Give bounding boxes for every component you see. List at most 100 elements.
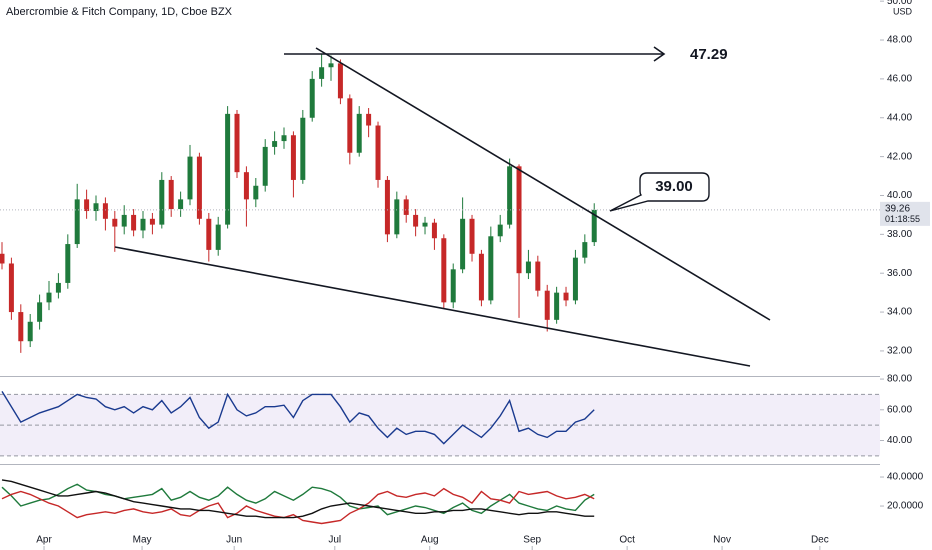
candle-body [375,125,381,180]
candle-body [121,214,127,227]
candle-body [328,63,334,68]
annotation-label: 47.29 [690,46,728,63]
y-tick-label: 40.00 [887,190,912,201]
arrow-head [653,46,666,62]
candle-body [84,199,90,212]
candle-body [384,179,390,235]
trend-line [315,47,771,321]
callout [609,172,710,212]
x-tick-label: Oct [619,535,635,546]
candle-body [535,261,541,291]
candle-body [337,63,343,99]
dmi-line [1,479,595,519]
candle-body [300,117,306,180]
currency-label: USD [893,6,913,16]
annotation-label: 39.00 [655,178,693,195]
candle-body [319,67,325,79]
y-tick-label: 34.00 [887,307,912,318]
candle-body [168,179,174,210]
candle-body [413,214,419,227]
candle-body [497,224,503,237]
last-price-box [880,201,930,226]
candle-body [394,199,400,235]
candle-body [178,199,184,210]
candle-body [55,282,61,293]
candle-body [507,166,513,225]
candle-body [46,292,52,303]
x-tick-label: Dec [811,535,829,546]
candle-body [234,113,240,173]
rsi-band [0,394,880,456]
drawings [114,46,771,367]
candle-body [27,321,33,342]
candle-body [225,113,231,225]
candle-body [366,113,372,126]
candle-body [206,218,212,250]
y-tick-label: 20.0000 [887,501,924,512]
candle-body [516,166,522,274]
candle-body [272,141,278,147]
x-tick-label: May [133,535,152,546]
chart-title: Abercrombie & Fitch Company, 1D, Cboe BZ… [6,6,233,18]
y-tick-label: 40.00 [887,435,912,446]
candle-body [187,156,193,200]
y-tick-label: 40.0000 [887,472,924,483]
candle-body [431,222,437,239]
candle-body [8,263,14,313]
y-tick-label: 36.00 [887,268,912,279]
candle-body [65,244,71,283]
candle-body [0,253,5,264]
candle-body [488,236,494,301]
candle-body [582,242,588,258]
candle-body [563,292,569,301]
candle-body [347,98,353,153]
y-tick-label: 60.00 [887,404,912,415]
y-tick-label: 50.00 [887,0,912,7]
candle-body [572,257,578,301]
candle-body [309,78,315,118]
candle-body [422,222,428,227]
x-tick-label: Jul [328,535,341,546]
x-tick-label: Aug [421,535,439,546]
candle-body [525,261,531,274]
candle-body [74,199,80,245]
y-tick-label: 38.00 [887,229,912,240]
y-tick-label: 80.00 [887,374,912,385]
candle-body [149,218,155,225]
x-tick-label: Sep [523,535,541,546]
x-tick-label: Jun [226,535,242,546]
y-tick-label: 42.00 [887,151,912,162]
candle-body [450,269,456,303]
y-tick-label: 44.00 [887,112,912,123]
x-tick-label: Nov [713,535,731,546]
candle-body [215,224,221,250]
last-price-label: 39.26 [885,204,910,215]
candle-body [403,199,409,215]
candle-body [18,312,24,342]
x-tick-label: Apr [36,535,52,546]
candle-body [253,185,259,200]
y-tick-label: 32.00 [887,346,912,357]
candle-body [591,209,597,243]
y-tick-label: 46.00 [887,74,912,85]
candle-body [131,214,137,231]
candle-body [281,135,287,142]
candle-body [196,156,202,219]
candle-body [112,218,118,227]
candle-body [356,113,362,153]
candle-body [469,218,475,254]
candle-body [460,218,466,270]
candle-body [544,290,550,320]
candle-body [290,135,296,180]
candle-body [102,203,108,219]
y-tick-label: 48.00 [887,35,912,46]
rsi-line [1,391,595,445]
candle-body [554,292,560,320]
candle-body [140,218,146,231]
candle-body [262,146,268,186]
candle-body [37,302,43,322]
candle-body [159,179,165,225]
